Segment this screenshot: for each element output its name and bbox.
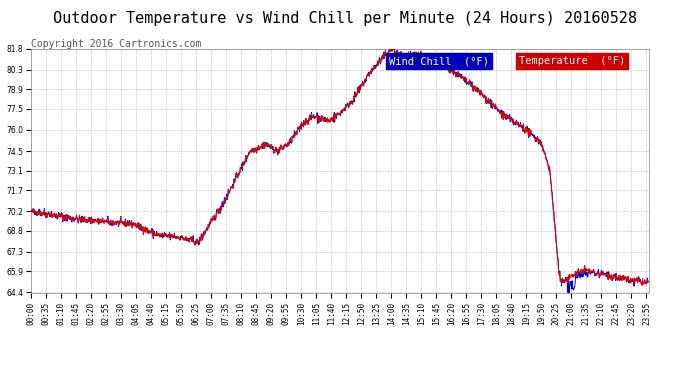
- Text: Copyright 2016 Cartronics.com: Copyright 2016 Cartronics.com: [31, 39, 201, 50]
- Text: Wind Chill  (°F): Wind Chill (°F): [389, 56, 489, 66]
- Text: Temperature  (°F): Temperature (°F): [519, 56, 625, 66]
- Text: Outdoor Temperature vs Wind Chill per Minute (24 Hours) 20160528: Outdoor Temperature vs Wind Chill per Mi…: [53, 11, 637, 26]
